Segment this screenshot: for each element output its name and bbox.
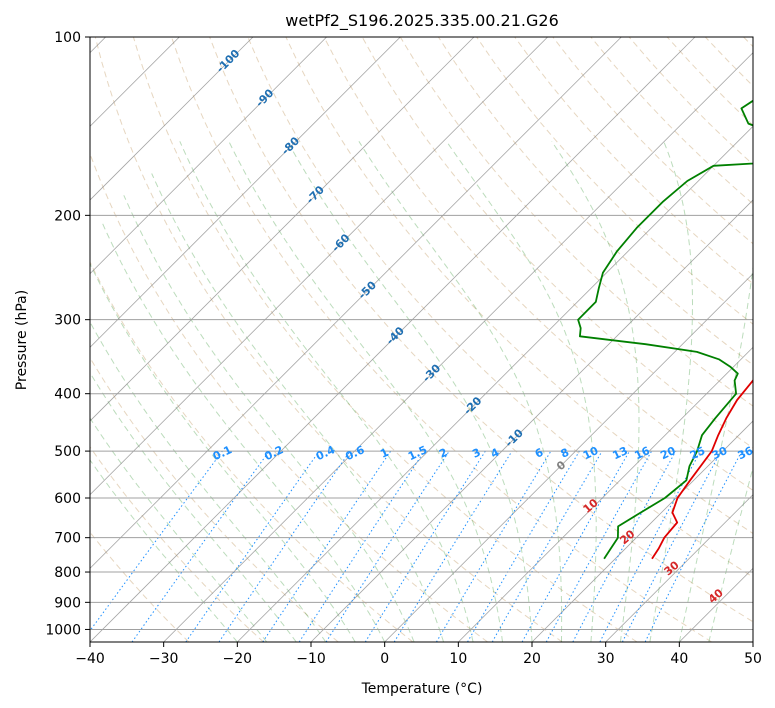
temperature-line: [651, 378, 753, 560]
x-axis: −40 −30 −20 −10 0 10 20 30 40 50: [75, 642, 762, 667]
moist-adiabat-line: [151, 173, 445, 642]
mixing-ratio-line: [262, 450, 392, 642]
pressure-grid: [90, 37, 753, 630]
dry-adiabat-line: [476, 37, 753, 325]
x-tick-label: 30: [597, 651, 615, 667]
moist-adiabat-line: [90, 417, 268, 642]
dry-adiabat-line: [171, 37, 712, 642]
dry-adiabat-line: [90, 260, 414, 642]
isotherm-line: [384, 273, 753, 642]
x-tick-label: −30: [149, 651, 179, 667]
isotherm-line: [531, 420, 753, 642]
moist-adiabat-line: [90, 459, 238, 642]
dry-adiabat-line: [94, 37, 563, 642]
mixing-ratio-line: [185, 450, 320, 642]
plot-frame: [89, 36, 754, 643]
dry-adiabat-line: [323, 37, 753, 491]
y-tick-label: 600: [54, 491, 81, 507]
mixing-ratio-label: 13: [610, 444, 629, 462]
plot-area: [90, 37, 753, 642]
isotherm-line: [90, 37, 475, 422]
dry-adiabat-line: [90, 356, 339, 642]
dry-adiabat-line: [90, 446, 264, 642]
mixing-ratio-line: [644, 450, 743, 642]
dewpoint-line: [577, 99, 753, 560]
x-tick-label: −40: [75, 651, 105, 667]
dry-adiabat-line: [209, 37, 753, 623]
isotherm-line: [458, 346, 753, 642]
isotherm-line: [605, 494, 753, 642]
x-tick-label: 10: [449, 651, 467, 667]
mixing-ratio-label: 20: [658, 444, 678, 462]
isotherm-line: [163, 52, 753, 642]
mixing-ratio-line: [521, 450, 630, 642]
x-tick-label: 40: [670, 651, 688, 667]
moist-adiabat-line: [90, 321, 327, 642]
y-axis: 100 200 300 400 500 600 700 800 900 1000: [45, 30, 90, 638]
mixing-ratio-line: [218, 450, 351, 642]
mixing-ratio-line: [90, 450, 223, 632]
dry-adiabat-line: [247, 37, 753, 578]
mixing-ratio-line: [131, 450, 270, 642]
isotherm-line: [237, 125, 753, 642]
mixing-ratio-label: 10: [581, 444, 601, 462]
isotherm-line: [752, 641, 753, 642]
y-tick-label: 500: [54, 444, 81, 460]
profile-series: [577, 99, 753, 560]
y-tick-label: 200: [54, 208, 81, 224]
mixing-ratio-label: 36: [736, 444, 756, 462]
x-tick-label: −10: [296, 651, 326, 667]
moist-adiabat-line: [123, 195, 415, 642]
moist-adiabat-line: [101, 221, 386, 642]
y-tick-label: 900: [54, 595, 81, 611]
y-tick-label: 400: [54, 387, 81, 403]
x-tick-label: −20: [223, 651, 253, 667]
isotherm-line: [90, 37, 327, 275]
isotherm-line: [90, 37, 254, 201]
x-axis-title: Temperature (°C): [361, 681, 483, 697]
y-tick-label: 300: [54, 313, 81, 329]
mixing-ratio-line: [393, 450, 513, 642]
chart-title: wetPf2_S196.2025.335.00.21.G26: [285, 11, 559, 31]
mixing-ratio-line: [572, 450, 677, 642]
mixing-ratio-label: 25: [688, 444, 707, 462]
isotherm-line: [90, 37, 622, 569]
x-tick-label: 0: [380, 651, 389, 667]
y-tick-label: 800: [54, 565, 81, 581]
isotherm-line: [90, 37, 401, 348]
mixing-ratio-line: [325, 450, 450, 642]
y-tick-label: 100: [54, 30, 81, 46]
y-axis-title: Pressure (hPa): [14, 290, 30, 390]
mixing-ratio-label: 16: [633, 444, 653, 462]
dry-adiabat-line: [514, 37, 753, 285]
mixing-ratio-line: [298, 450, 425, 642]
y-tick-label: 700: [54, 531, 81, 547]
isotherm-line: [90, 37, 696, 642]
mixing-ratio-line: [545, 450, 653, 642]
x-tick-label: 50: [744, 651, 762, 667]
moist-adiabat-line: [90, 371, 297, 642]
mixing-ratio-label: 30: [710, 444, 730, 462]
isotherm-line: [90, 37, 548, 496]
dry-adiabat-line: [132, 37, 638, 642]
x-tick-label: 20: [523, 651, 541, 667]
y-tick-label: 1000: [45, 622, 81, 638]
moist-adiabat-line: [90, 262, 356, 642]
